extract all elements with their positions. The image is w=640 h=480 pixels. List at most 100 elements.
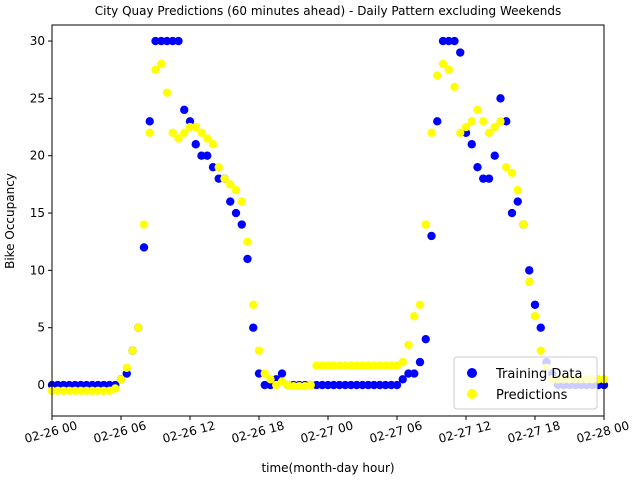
point — [168, 128, 177, 137]
point — [145, 128, 154, 137]
point — [237, 220, 246, 229]
point — [82, 386, 91, 395]
point — [467, 140, 476, 149]
points — [47, 36, 609, 395]
point — [507, 168, 517, 178]
point — [479, 117, 488, 126]
point — [433, 117, 442, 126]
point — [530, 312, 540, 321]
point — [496, 117, 505, 126]
legend-marker — [467, 368, 477, 378]
point — [329, 380, 338, 390]
y-axis-label: Bike Occupancy — [3, 173, 17, 269]
y-tick-label: 30 — [30, 34, 45, 48]
point — [507, 208, 517, 218]
point — [76, 386, 85, 395]
point — [341, 361, 350, 370]
point — [364, 361, 373, 370]
point — [139, 243, 149, 252]
x-tick-label: 02-27 12 — [437, 418, 493, 445]
point — [208, 162, 218, 172]
point — [266, 375, 275, 384]
x-tick-label: 02-27 18 — [506, 418, 562, 445]
point — [381, 361, 390, 370]
chart-title: City Quay Predictions (60 minutes ahead)… — [95, 4, 562, 18]
point — [415, 300, 425, 309]
point — [243, 254, 252, 264]
x-tick-label: 02-28 00 — [575, 418, 631, 445]
point — [404, 340, 413, 350]
point — [145, 117, 154, 126]
point — [421, 220, 430, 229]
point — [427, 128, 436, 137]
point — [122, 363, 131, 373]
point — [318, 361, 327, 370]
point — [444, 65, 453, 74]
legend: Training Data Predictions — [453, 356, 598, 410]
point — [65, 386, 74, 395]
point — [467, 117, 476, 126]
point — [329, 361, 338, 370]
point — [254, 346, 264, 355]
point — [369, 380, 379, 390]
point — [191, 140, 200, 149]
point — [180, 105, 189, 115]
point — [530, 300, 540, 309]
point — [70, 386, 80, 395]
point — [387, 361, 396, 370]
point — [208, 140, 218, 149]
point — [139, 220, 149, 229]
point — [197, 128, 206, 137]
point — [369, 361, 379, 370]
point — [260, 369, 269, 378]
y-tick-label: 15 — [30, 206, 45, 220]
point — [99, 386, 108, 395]
x-tick-label: 02-27 06 — [368, 418, 424, 445]
point — [318, 380, 327, 390]
point — [306, 380, 315, 390]
point — [111, 384, 120, 393]
point — [484, 128, 494, 137]
point — [456, 48, 465, 57]
point — [191, 122, 200, 132]
point — [352, 361, 361, 370]
point — [162, 88, 172, 97]
x-tick-label: 02-26 12 — [161, 418, 217, 445]
legend-box — [453, 356, 598, 410]
point — [168, 36, 177, 46]
y-tick-label: 10 — [30, 263, 45, 277]
point — [53, 386, 62, 395]
point — [289, 381, 298, 391]
point — [496, 94, 505, 103]
point — [185, 122, 195, 132]
point — [249, 300, 258, 309]
point — [231, 208, 241, 218]
point — [214, 162, 223, 172]
point — [323, 380, 333, 390]
point — [410, 369, 419, 378]
point — [484, 174, 494, 183]
point — [513, 197, 522, 206]
point — [243, 237, 252, 246]
legend-marker — [467, 389, 477, 399]
point — [513, 185, 522, 195]
point — [473, 105, 482, 115]
point — [387, 380, 396, 390]
point — [180, 128, 189, 137]
point — [358, 361, 367, 370]
point — [410, 312, 419, 321]
point — [525, 266, 534, 275]
point — [226, 180, 235, 189]
point — [237, 197, 246, 206]
x-tick-label: 02-26 18 — [230, 418, 286, 445]
point — [341, 380, 350, 390]
point — [352, 380, 361, 390]
point — [438, 59, 448, 69]
point — [128, 346, 137, 355]
point — [260, 380, 269, 390]
point — [519, 220, 528, 229]
x-tick-label: 02-26 00 — [23, 418, 79, 445]
point — [450, 36, 459, 46]
point — [381, 380, 390, 390]
